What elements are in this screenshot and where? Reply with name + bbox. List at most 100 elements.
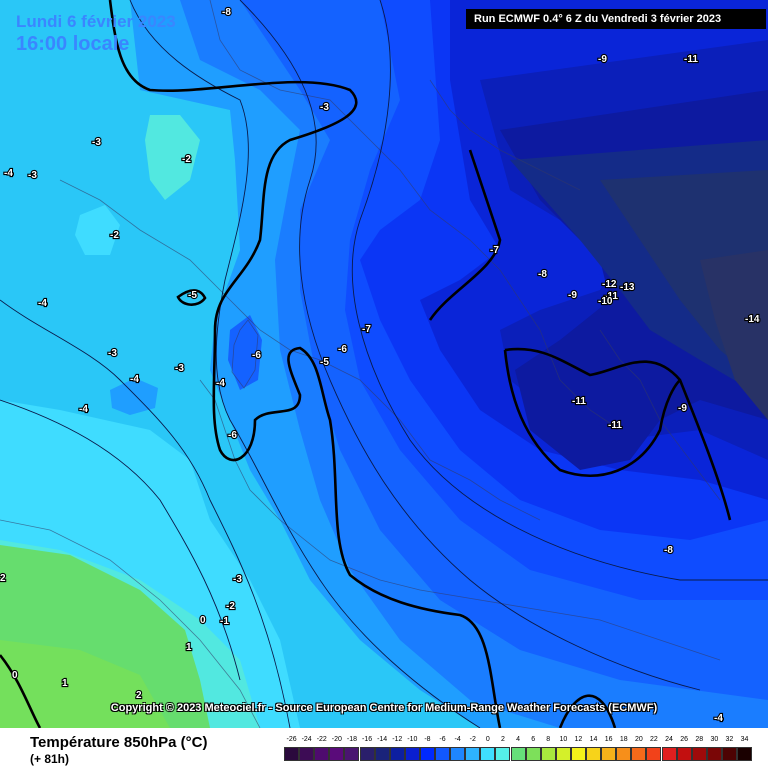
scale-swatch	[555, 747, 571, 761]
scale-tick-label: -4	[454, 736, 461, 743]
scale-swatch	[314, 747, 330, 761]
scale-tick-label: 34	[740, 736, 749, 743]
iso-label: -9	[678, 403, 687, 414]
scale-swatch	[616, 747, 632, 761]
scale-swatch	[465, 747, 481, 761]
scale-swatch	[631, 747, 647, 761]
iso-label: -5	[320, 357, 329, 368]
scale-swatch	[676, 747, 692, 761]
legend-footer: Température 850hPa (°C) (+ 81h) -26 -24 -2…	[0, 728, 768, 768]
iso-label: 0	[12, 670, 18, 681]
iso-label: -9	[598, 54, 607, 65]
isotherm-labels: -8 -9 -11 -3 -3 -2 -4 -3 -2 -7 -8 -12 -1…	[0, 6, 761, 725]
iso-label: 0	[200, 615, 206, 626]
scale-tick-label: 18	[619, 736, 628, 743]
scale-tick-label: -12	[392, 736, 403, 743]
scale-swatch	[737, 747, 753, 761]
scale-tick-label: 32	[725, 736, 734, 743]
iso-label: -11	[608, 420, 622, 431]
scale-tick-label: 26	[680, 736, 689, 743]
scale-tick-label: -10	[407, 736, 418, 743]
scale-tick-label: -14	[377, 736, 388, 743]
iso-label: -4	[79, 404, 88, 415]
scale-swatch	[601, 747, 617, 761]
iso-label: -4	[714, 713, 723, 724]
iso-label: -9	[568, 290, 577, 301]
thin-isotherms	[0, 0, 768, 728]
scale-swatch	[284, 747, 300, 761]
warm-patch-west	[75, 205, 120, 255]
iso-label: -5	[188, 290, 197, 301]
iso-label: -14	[745, 314, 760, 325]
scale-swatch	[450, 747, 466, 761]
iso-label: -3	[108, 348, 117, 359]
scale-tick-label: 22	[650, 736, 658, 743]
iso-label: -6	[228, 430, 237, 441]
iso-label: -4	[216, 378, 225, 389]
scale-swatch	[661, 747, 677, 761]
iso-label: -11	[572, 396, 586, 407]
forecast-date: Lundi 6 février 2023	[16, 12, 176, 31]
iso-label: -12	[602, 279, 617, 290]
scale-swatch	[299, 747, 315, 761]
iso-label: -2	[182, 154, 191, 165]
iso-label: -4	[38, 298, 47, 309]
scale-swatch	[706, 747, 722, 761]
scale-tick-label: -20	[331, 736, 342, 743]
scale-swatch	[691, 747, 707, 761]
iso-label: -3	[28, 170, 37, 181]
scale-tick-label: 6	[531, 736, 536, 743]
color-scale: -26 -24 -22 -20 -18 -16 -14 -12 -10 -8 -6 -4 -2 0 2 4 6 8…	[284, 736, 753, 762]
copyright-notice: Copyright © 2023 Meteociel.fr - Source E…	[110, 702, 658, 714]
thick-isotherms	[0, 0, 732, 728]
scale-tick-label: 28	[695, 736, 704, 743]
iso-label: -4	[4, 168, 13, 179]
scale-swatch	[359, 747, 375, 761]
scale-tick-label: -24	[301, 736, 312, 743]
map-canvas: -8 -9 -11 -3 -3 -2 -4 -3 -2 -7 -8 -12 -1…	[0, 0, 768, 728]
scale-tick-label: 2	[500, 736, 505, 743]
iso-label: 1	[186, 642, 192, 653]
scale-tick-label: 30	[710, 736, 719, 743]
scale-tick-label: -18	[346, 736, 357, 743]
iso-label: -3	[175, 363, 184, 374]
iso-label: -8	[664, 545, 673, 556]
scale-swatch	[435, 747, 451, 761]
iso-label: -10	[598, 296, 613, 307]
scale-tick-label: 8	[546, 736, 551, 743]
iso-label: 1	[62, 678, 68, 689]
iso-label: -7	[362, 324, 371, 335]
scale-swatch	[586, 747, 602, 761]
scale-tick-label: 12	[574, 736, 583, 743]
scale-swatch	[495, 747, 511, 761]
scale-swatch	[404, 747, 420, 761]
forecast-hour: 16:00 locale	[16, 33, 130, 55]
iso-label: -2	[110, 230, 119, 241]
scale-tick-label: 14	[589, 736, 598, 743]
iso-label: -8	[538, 269, 547, 280]
scale-swatch	[540, 747, 556, 761]
scale-tick-label: 16	[604, 736, 613, 743]
iso-label: 2	[136, 690, 142, 701]
scale-swatch	[344, 747, 360, 761]
iso-label: -4	[130, 374, 139, 385]
cold-patch-west	[110, 378, 158, 415]
parameter-title: Température 850hPa (°C)	[30, 734, 208, 751]
scale-tick-label: -16	[361, 736, 373, 743]
iso-label: -11	[604, 291, 618, 302]
scale-tick-label: 0	[485, 736, 490, 743]
scale-swatch	[480, 747, 496, 761]
iso-label: 2	[0, 573, 6, 584]
iso-label: -11	[684, 54, 698, 65]
band-2	[0, 640, 170, 728]
iso-label: -2	[226, 601, 235, 612]
scale-tick-label: 20	[634, 736, 643, 743]
scale-tick-label: 4	[516, 736, 520, 743]
model-run-info: Run ECMWF 0.4° 6 Z du Vendredi 3 février…	[466, 9, 766, 29]
iso-label: -6	[252, 350, 261, 361]
iso-label: -13	[620, 282, 635, 293]
lead-time: (+ 81h)	[30, 752, 70, 766]
iso-label: -3	[233, 574, 242, 585]
scale-swatch	[646, 747, 662, 761]
scale-tick-label: -8	[424, 736, 431, 743]
